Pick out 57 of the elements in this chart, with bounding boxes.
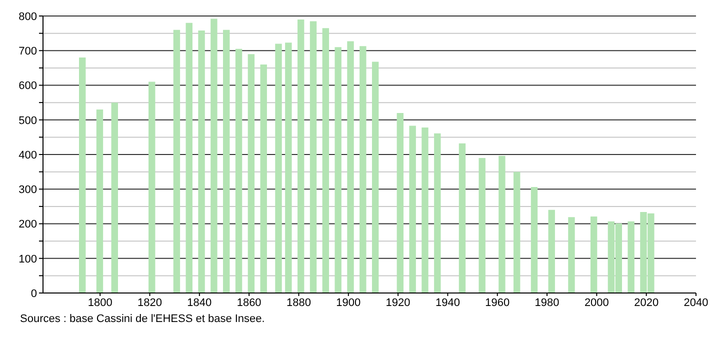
bar [409, 126, 416, 293]
bar [79, 58, 86, 293]
bar [478, 158, 486, 293]
bar [96, 109, 104, 293]
bar [186, 22, 192, 293]
y-tick-label: 400 [18, 149, 37, 162]
y-tick-label: 200 [18, 218, 37, 231]
bar [422, 127, 428, 293]
x-tick-label: 1940 [435, 296, 460, 309]
bar [223, 30, 230, 293]
bar [628, 221, 634, 293]
x-tick-label: 1840 [187, 296, 212, 309]
bar [434, 133, 441, 293]
bar [198, 30, 205, 293]
bar [310, 21, 317, 293]
bar [275, 44, 282, 293]
bar [530, 187, 538, 293]
y-tick-label: 600 [18, 80, 37, 92]
x-tick-label: 2020 [634, 296, 659, 309]
bar [173, 30, 180, 293]
x-tick-label: 2000 [584, 296, 609, 309]
x-tick-label: 1980 [534, 296, 560, 309]
bar [322, 28, 330, 293]
bar [111, 102, 118, 293]
bar [458, 143, 466, 293]
bar [548, 210, 555, 293]
bar [396, 112, 404, 293]
bar [372, 62, 379, 293]
bar [260, 64, 267, 293]
x-tick-label: 1860 [236, 296, 262, 309]
x-tick-label: 1800 [88, 296, 112, 309]
bar [148, 82, 156, 293]
bar [347, 41, 354, 293]
y-tick-label: 300 [18, 184, 37, 196]
source-note: Sources : base Cassini de l'EHESS et base Insee. [20, 313, 266, 325]
x-tick-label: 1880 [286, 296, 311, 309]
bar [498, 156, 506, 293]
x-tick-label: 1900 [336, 296, 361, 309]
y-tick-label: 500 [18, 114, 37, 127]
bar [514, 172, 520, 293]
bar [210, 18, 218, 293]
x-tick-label: 2040 [684, 296, 708, 309]
y-tick-label: 800 [18, 10, 37, 23]
x-tick-label: 1960 [485, 296, 510, 309]
y-tick-label: 0 [30, 288, 37, 300]
bar [590, 216, 598, 293]
y-tick-label: 100 [18, 253, 37, 266]
bar [235, 48, 242, 293]
x-tick-label: 1920 [386, 296, 410, 309]
bar [360, 46, 366, 293]
bar [285, 42, 292, 293]
bar [297, 19, 304, 293]
x-tick-label: 1820 [138, 296, 162, 309]
bar [334, 47, 342, 293]
bar [568, 217, 575, 293]
y-tick-label: 700 [18, 46, 37, 58]
bar [248, 54, 255, 293]
